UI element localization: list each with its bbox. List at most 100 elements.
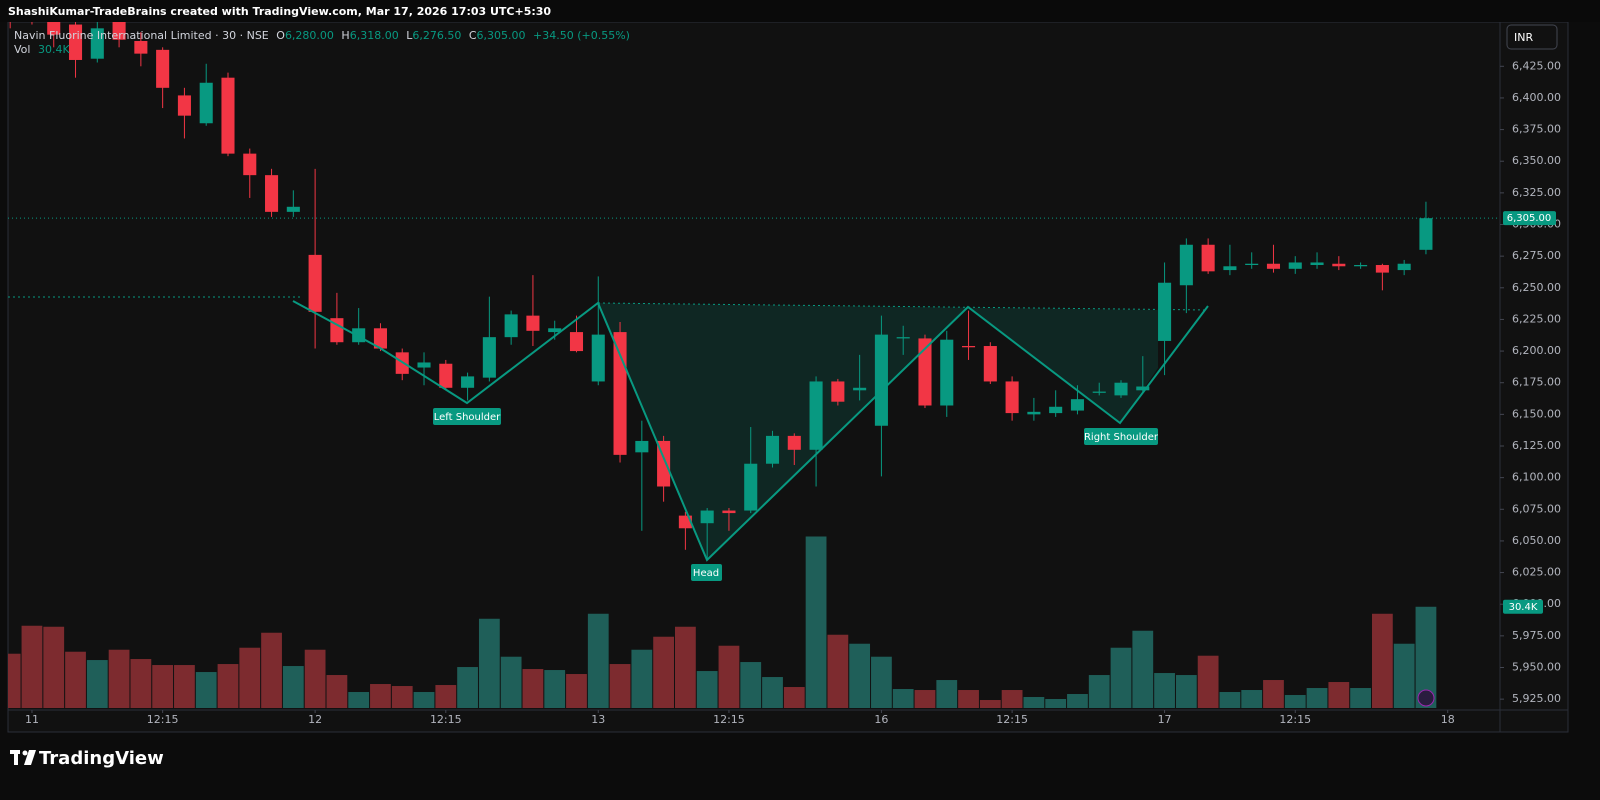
candle-body — [1179, 244, 1193, 286]
x-tick-label: 11 — [25, 713, 39, 726]
volume-bar — [43, 626, 65, 708]
y-tick-label: 6,175.00 — [1512, 376, 1561, 389]
volume-bar — [152, 665, 174, 708]
candle-body — [90, 28, 104, 59]
volume-bar — [435, 685, 457, 708]
annotation: Right Shoulder — [1084, 432, 1159, 443]
candle-body — [308, 254, 322, 312]
legend-row: Navin Fluorine International Limited · 3… — [14, 29, 630, 42]
y-tick-label: 6,275.00 — [1512, 249, 1561, 262]
x-tick-label: 12:15 — [147, 713, 179, 726]
candle-body — [940, 339, 954, 406]
y-tick-label: 6,125.00 — [1512, 439, 1561, 452]
volume-bar — [718, 645, 740, 708]
y-tick-label: 6,225.00 — [1512, 312, 1561, 325]
x-tick-label: 16 — [874, 713, 888, 726]
candle-body — [853, 387, 867, 391]
volume-bar — [1088, 675, 1110, 708]
volume-legend: Vol 30.4K — [14, 43, 70, 56]
candle-body — [700, 510, 714, 524]
candle-body — [482, 337, 496, 378]
candle-body — [1114, 382, 1128, 396]
volume-bar — [326, 675, 348, 708]
volume-bar — [849, 643, 871, 708]
candle-body — [1027, 411, 1041, 415]
candle-body — [461, 376, 475, 388]
x-tick-label: 12 — [308, 713, 322, 726]
candle-body — [112, 22, 126, 40]
volume-bar — [1110, 647, 1132, 708]
overlay: Left Shoulder Head Right Shoulder — [292, 300, 1435, 707]
candle-body — [1070, 399, 1084, 411]
x-tick-label: 12:15 — [1279, 713, 1311, 726]
volume-bar — [522, 669, 544, 708]
candle-body — [373, 328, 387, 349]
volume-bar — [892, 689, 914, 708]
brand: TradingView — [39, 748, 164, 769]
volume-bar — [348, 692, 370, 708]
candle-body — [134, 40, 148, 54]
y-tick-label: 6,100.00 — [1512, 471, 1561, 484]
volume-bar — [261, 632, 282, 708]
candle-body — [1397, 263, 1411, 271]
title-bar — [0, 0, 1600, 22]
volume-bar — [1371, 613, 1393, 708]
candle-body — [1092, 391, 1106, 393]
candle-body — [962, 346, 976, 348]
logo-mark — [24, 750, 36, 765]
symbol: Navin Fluorine International Limited · 3… — [14, 29, 269, 42]
volume-bar — [304, 649, 326, 708]
y-tick-label: 5,975.00 — [1512, 629, 1561, 642]
volume-bar — [413, 692, 435, 708]
x-tick-label: 12:15 — [430, 713, 462, 726]
candle-body — [1375, 265, 1389, 273]
last-price-label: 6,305.00 — [1507, 213, 1552, 224]
candle-body — [787, 435, 801, 450]
candle-body — [1049, 406, 1063, 414]
pattern-drawing — [8, 296, 1209, 560]
volume-bar — [1067, 694, 1088, 708]
volume-bar — [1001, 690, 1023, 708]
volume-bar — [1263, 680, 1284, 708]
last-price-tag — [1503, 211, 1556, 226]
candle-body — [265, 175, 279, 212]
candle-body — [548, 328, 562, 333]
change: +34.50 (+0.55%) — [533, 29, 630, 42]
candle-body — [765, 435, 780, 464]
annotation: Head — [693, 568, 719, 579]
volume-bar — [979, 700, 1001, 708]
volume-bar — [1350, 688, 1371, 708]
candle-body — [1201, 244, 1215, 272]
alert-icon[interactable] — [1417, 689, 1435, 707]
x-tick-label: 17 — [1158, 713, 1172, 726]
volume-bar — [587, 613, 609, 708]
volume-bar — [1306, 688, 1328, 708]
y-tick-label: 6,050.00 — [1512, 534, 1561, 547]
volume-bar — [86, 660, 108, 708]
ohlc-value: 6,318.00 — [350, 29, 399, 42]
volume-bar — [239, 647, 261, 708]
logo: TradingView — [10, 748, 164, 769]
volume-bar — [370, 684, 391, 708]
volume-bar — [914, 690, 936, 708]
volume-bar — [217, 664, 239, 708]
candles — [9, 22, 1433, 559]
ohlc-key: L — [406, 29, 413, 42]
volume-bar — [871, 656, 892, 708]
volume-bar — [457, 667, 478, 708]
candle-body — [874, 334, 888, 426]
currency-button[interactable] — [1506, 24, 1558, 50]
pattern-fill — [598, 303, 1158, 560]
candle-body — [156, 49, 170, 88]
volume-bar — [783, 687, 805, 708]
candle-body — [722, 510, 736, 514]
attribution: ShashiKumar-TradeBrains created with Tra… — [8, 5, 551, 18]
candle-body — [569, 332, 584, 352]
volume-bar — [195, 672, 217, 708]
volume-bar — [8, 653, 21, 708]
ohlc-value: 6,276.50 — [412, 29, 461, 42]
candle-body — [1136, 386, 1150, 391]
volume-bar — [653, 636, 674, 708]
x-tick-label: 12:15 — [996, 713, 1028, 726]
candle-body — [635, 440, 649, 453]
